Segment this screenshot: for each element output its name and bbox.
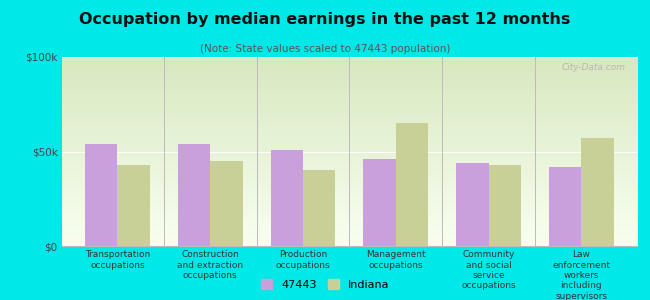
Bar <box>118 165 150 246</box>
Bar <box>363 159 396 246</box>
Bar <box>270 150 303 246</box>
Text: Occupation by median earnings in the past 12 months: Occupation by median earnings in the pas… <box>79 12 571 27</box>
Bar <box>85 144 118 246</box>
Legend: 47443, Indiana: 47443, Indiana <box>257 275 393 294</box>
Bar <box>456 163 489 246</box>
Bar <box>396 123 428 246</box>
Bar <box>549 167 581 246</box>
Text: (Note: State values scaled to 47443 population): (Note: State values scaled to 47443 popu… <box>200 44 450 53</box>
Text: City-Data.com: City-Data.com <box>562 63 625 72</box>
Bar <box>210 161 242 246</box>
Bar <box>581 138 614 246</box>
Bar <box>489 165 521 246</box>
Bar <box>177 144 210 246</box>
Bar <box>303 170 335 246</box>
